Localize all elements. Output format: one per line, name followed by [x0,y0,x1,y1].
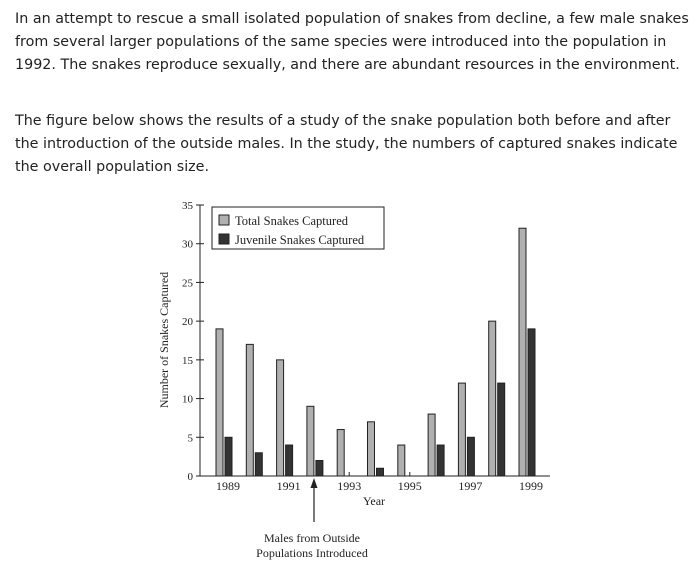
bar-juvenile-1996 [436,444,445,477]
bar-total-1998 [488,320,497,477]
y-tick-label-10: 10 [182,394,194,406]
legend-label-juvenile: Juvenile Snakes Captured [235,233,365,247]
bar-juvenile-1998 [497,382,506,477]
legend: Total Snakes Captured Juvenile Snakes Ca… [211,206,385,250]
bar-juvenile-1994 [376,467,384,477]
y-tick-label-35: 35 [182,200,194,212]
annotation-line-1: Males from Outside [264,531,360,545]
legend-swatch-total [218,214,230,226]
y-axis-title: Number of Snakes Captured [157,272,171,408]
bar-total-1992 [306,405,315,477]
legend-swatch-juvenile [218,233,230,245]
bar-juvenile-1991 [285,444,294,477]
y-tick-label-20: 20 [182,316,194,328]
annotation-line-2: Populations Introduced [256,546,368,560]
x-tick-label-1999: 1999 [519,479,543,493]
bar-total-1995 [397,444,406,477]
annotation-arrow-head [310,478,318,488]
bar-juvenile-1999 [527,328,536,477]
question-paragraph-2: The figure below shows the results of a … [15,113,678,175]
y-tick-label-5: 5 [188,432,194,444]
legend-box [211,206,385,250]
bar-juvenile-1990 [254,452,263,477]
bar-total-1990 [245,343,254,477]
bar-total-1993 [336,429,345,477]
bar-total-1994 [367,421,375,477]
legend-label-total: Total Snakes Captured [235,214,349,228]
x-tick-label-1989: 1989 [216,479,240,493]
y-tick-label-15: 15 [182,355,194,367]
y-tick-label-25: 25 [182,277,194,289]
y-tick-label-0: 0 [188,471,194,483]
annotation-introduction: Males from Outside Populations Introduce… [256,478,368,560]
x-tick-label-1997: 1997 [458,479,482,493]
x-tick-label-1995: 1995 [398,479,422,493]
bar-juvenile-1992 [315,460,324,477]
question-paragraph-1: In an attempt to rescue a small isolated… [15,11,689,73]
x-tick-label-1993: 1993 [337,479,361,493]
bar-total-1999 [518,227,527,477]
bar-total-1989 [215,328,224,477]
bar-total-1996 [427,413,436,477]
bar-juvenile-1997 [466,436,475,477]
y-tick-label-30: 30 [182,239,194,251]
bar-total-1991 [276,359,285,477]
x-tick-label-1991: 1991 [277,479,301,493]
bar-juvenile-1989 [224,436,233,477]
x-axis-title: Year [363,494,385,508]
bar-total-1997 [457,382,466,477]
